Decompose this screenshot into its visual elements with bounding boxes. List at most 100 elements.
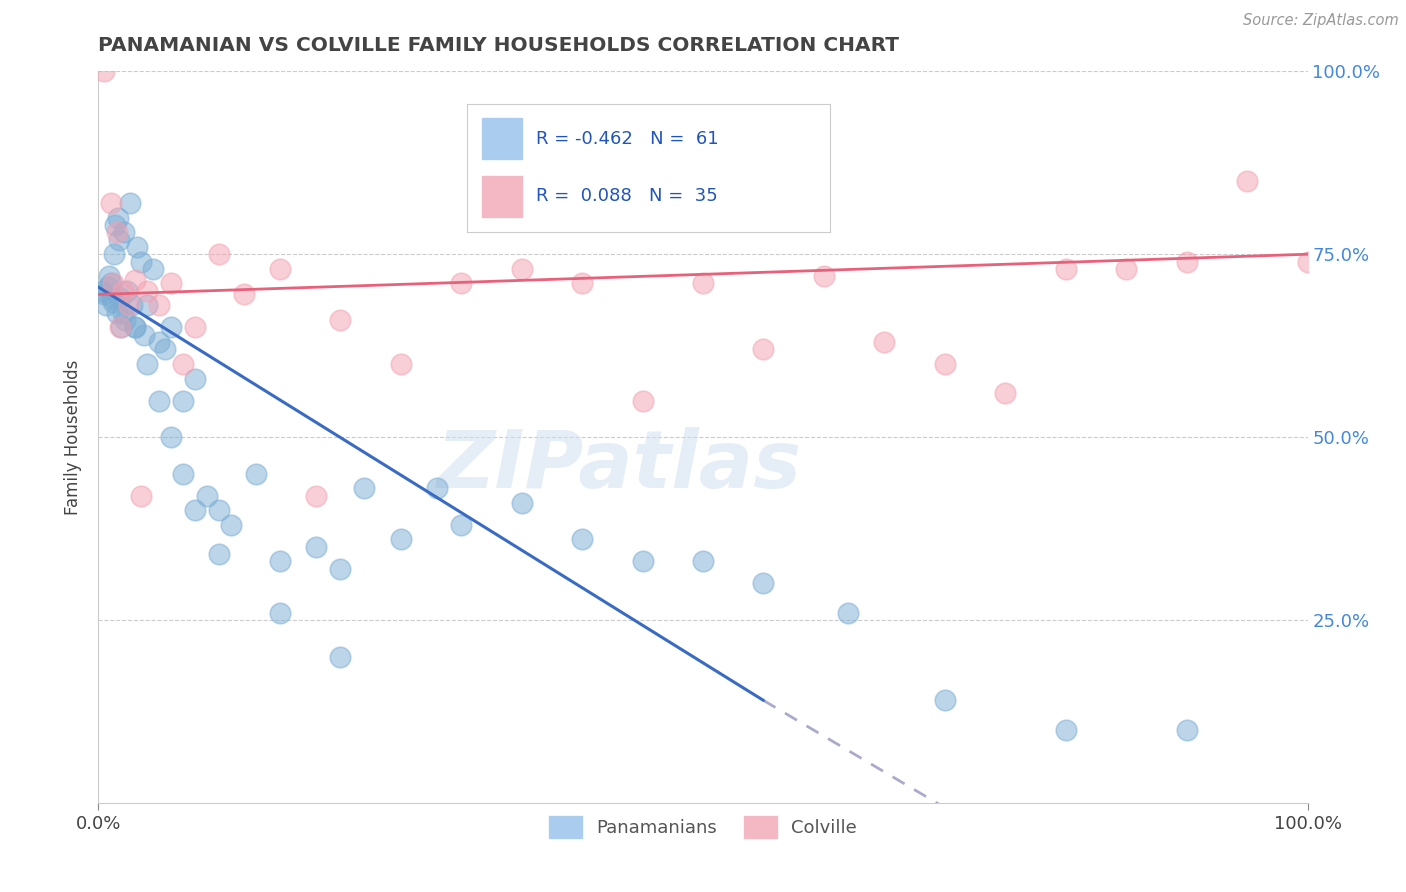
- Point: [118, 298, 141, 312]
- Point: [934, 357, 956, 371]
- Point: [426, 481, 449, 495]
- Point: [153, 343, 176, 357]
- Point: [208, 547, 231, 561]
- Point: [97, 280, 120, 294]
- Point: [994, 386, 1017, 401]
- Point: [692, 554, 714, 568]
- Point: [208, 503, 231, 517]
- Point: [329, 562, 352, 576]
- Point: [108, 291, 131, 305]
- Point: [1236, 174, 1258, 188]
- Point: [124, 273, 146, 287]
- Point: [112, 225, 135, 239]
- Point: [1054, 723, 1077, 737]
- Point: [1175, 254, 1198, 268]
- Point: [269, 261, 291, 276]
- Point: [873, 334, 896, 349]
- Point: [127, 240, 149, 254]
- Point: [184, 503, 207, 517]
- Point: [100, 291, 122, 305]
- Point: [105, 225, 128, 239]
- Point: [752, 343, 775, 357]
- Point: [305, 489, 328, 503]
- Point: [124, 320, 146, 334]
- Point: [245, 467, 267, 481]
- Point: [117, 284, 139, 298]
- Point: [93, 64, 115, 78]
- Point: [111, 284, 134, 298]
- Point: [104, 218, 127, 232]
- Point: [305, 540, 328, 554]
- Point: [1175, 723, 1198, 737]
- Point: [160, 277, 183, 291]
- Point: [232, 287, 254, 301]
- Point: [329, 649, 352, 664]
- Point: [353, 481, 375, 495]
- Point: [160, 430, 183, 444]
- Point: [184, 320, 207, 334]
- Point: [934, 693, 956, 707]
- Point: [110, 320, 132, 334]
- Text: Source: ZipAtlas.com: Source: ZipAtlas.com: [1243, 13, 1399, 29]
- Text: PANAMANIAN VS COLVILLE FAMILY HOUSEHOLDS CORRELATION CHART: PANAMANIAN VS COLVILLE FAMILY HOUSEHOLDS…: [98, 36, 900, 54]
- Point: [510, 496, 533, 510]
- Point: [692, 277, 714, 291]
- Point: [837, 606, 859, 620]
- Point: [124, 320, 146, 334]
- Point: [94, 298, 117, 312]
- Point: [129, 489, 152, 503]
- Point: [450, 517, 472, 532]
- Point: [389, 533, 412, 547]
- Point: [114, 313, 136, 327]
- Point: [269, 554, 291, 568]
- Point: [221, 517, 243, 532]
- Point: [148, 334, 170, 349]
- Point: [111, 306, 134, 320]
- Point: [631, 393, 654, 408]
- Point: [98, 269, 121, 284]
- Point: [1115, 261, 1137, 276]
- Point: [1054, 261, 1077, 276]
- Point: [1296, 254, 1319, 268]
- Point: [329, 313, 352, 327]
- Point: [184, 371, 207, 385]
- Point: [103, 247, 125, 261]
- Point: [118, 196, 141, 211]
- Point: [510, 261, 533, 276]
- Point: [108, 233, 131, 247]
- Point: [450, 277, 472, 291]
- Text: ZIPatlas: ZIPatlas: [436, 427, 801, 506]
- Point: [135, 284, 157, 298]
- Point: [135, 298, 157, 312]
- Point: [121, 298, 143, 312]
- Point: [813, 269, 835, 284]
- Point: [571, 277, 593, 291]
- Point: [107, 211, 129, 225]
- Point: [160, 320, 183, 334]
- Legend: Panamanians, Colville: Panamanians, Colville: [543, 808, 863, 845]
- Point: [172, 357, 194, 371]
- Point: [105, 306, 128, 320]
- Point: [172, 467, 194, 481]
- Point: [93, 287, 115, 301]
- Point: [172, 393, 194, 408]
- Point: [208, 247, 231, 261]
- Point: [108, 320, 131, 334]
- Point: [752, 576, 775, 591]
- Point: [135, 357, 157, 371]
- Point: [142, 261, 165, 276]
- Point: [148, 298, 170, 312]
- Point: [195, 489, 218, 503]
- Point: [389, 357, 412, 371]
- Point: [100, 277, 122, 291]
- Point: [134, 327, 156, 342]
- Y-axis label: Family Households: Family Households: [65, 359, 83, 515]
- Point: [148, 393, 170, 408]
- Point: [571, 533, 593, 547]
- Point: [91, 284, 114, 298]
- Point: [129, 254, 152, 268]
- Point: [631, 554, 654, 568]
- Point: [101, 277, 124, 291]
- Point: [269, 606, 291, 620]
- Point: [101, 294, 124, 309]
